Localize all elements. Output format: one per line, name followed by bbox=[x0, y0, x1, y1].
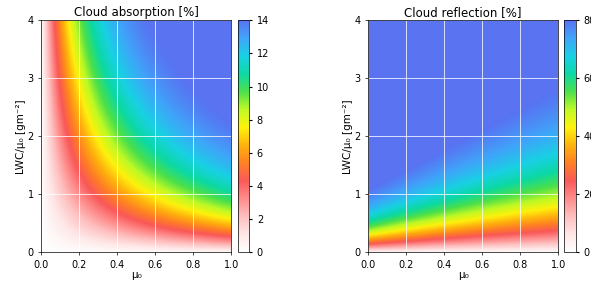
X-axis label: μ₀: μ₀ bbox=[458, 270, 469, 280]
X-axis label: μ₀: μ₀ bbox=[131, 270, 142, 280]
Title: Cloud absorption [%]: Cloud absorption [%] bbox=[74, 6, 199, 19]
Y-axis label: LWC/μ₀ [gm⁻²]: LWC/μ₀ [gm⁻²] bbox=[343, 99, 353, 174]
Y-axis label: LWC/μ₀ [gm⁻²]: LWC/μ₀ [gm⁻²] bbox=[16, 99, 26, 174]
Title: Cloud reflection [%]: Cloud reflection [%] bbox=[404, 6, 522, 19]
